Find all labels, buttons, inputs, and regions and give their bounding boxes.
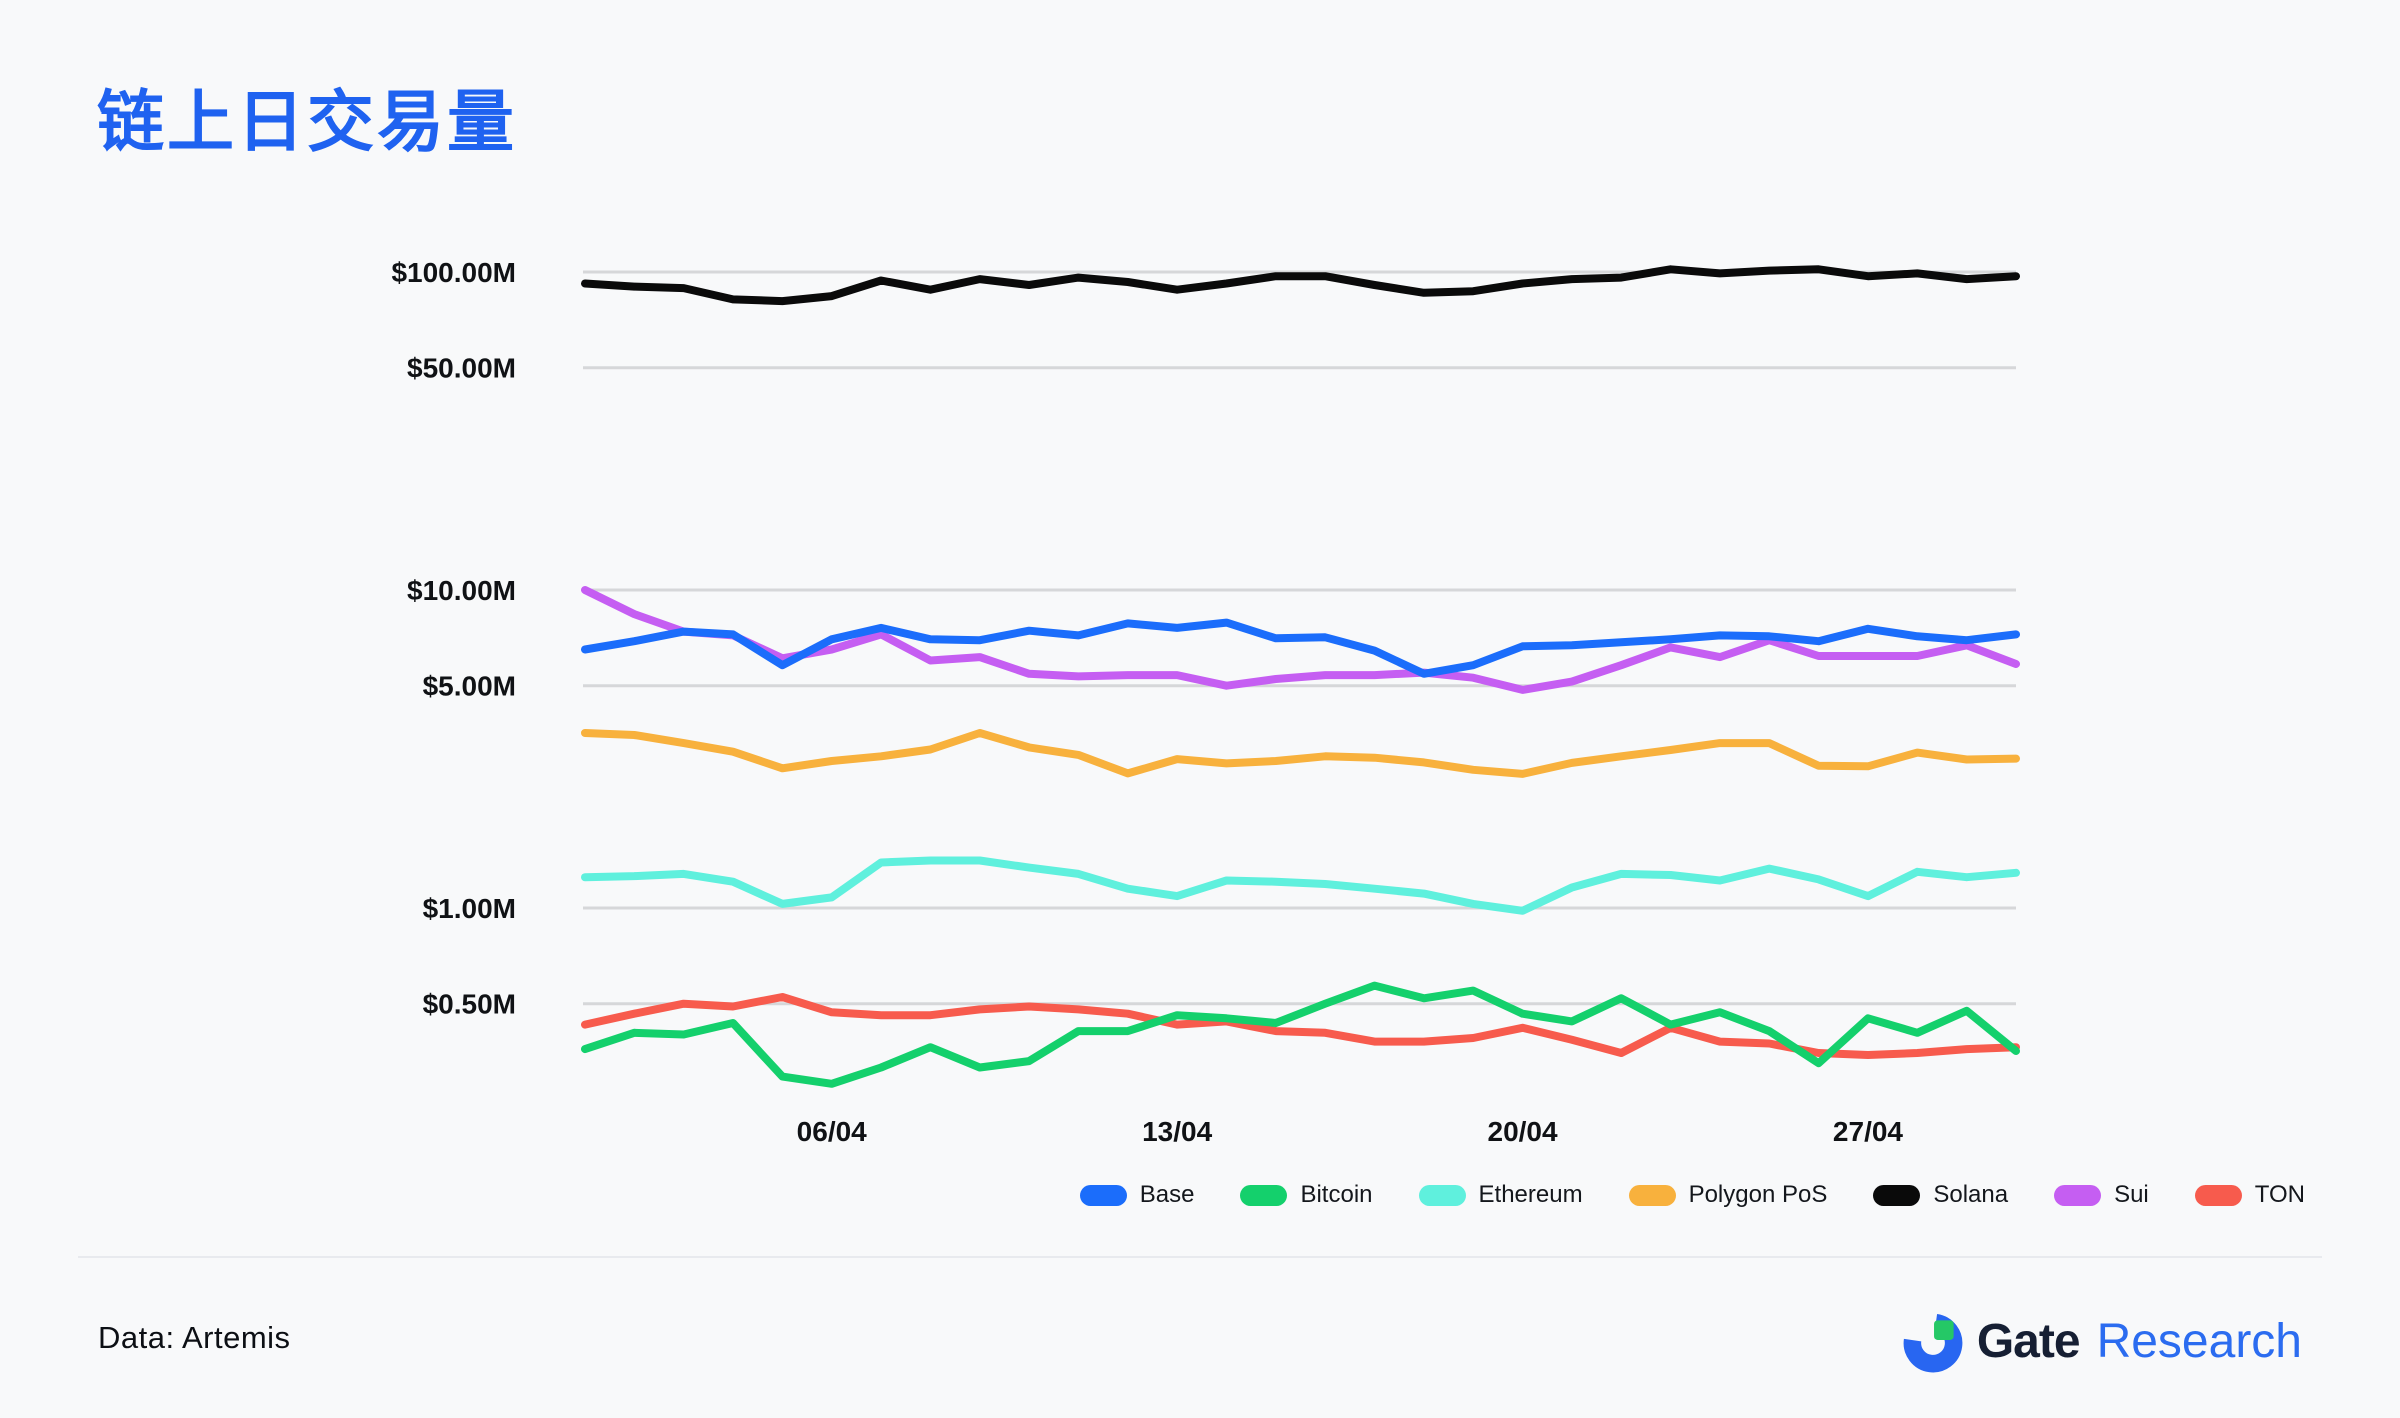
series-line-Ethereum [581,856,2020,915]
legend-label-Polygon PoS: Polygon PoS [1688,1181,1828,1208]
x-axis-label-27/04: 27/04 [1833,1116,1903,1147]
brand-research-text: Research [2096,1314,2302,1368]
x-axis-label-06/04: 06/04 [797,1116,867,1147]
y-axis-label-$100.00M: $100.00M [391,257,516,288]
series-line-Bitcoin [581,981,2020,1088]
legend-item-Bitcoin: Bitcoin [1240,1181,1373,1209]
chart-canvas: $100.00M $50.00M $10.00M $5.00M $1.00M $0.50M… [391,257,2020,1147]
series-line-Base [581,618,2020,678]
x-axis-label-20/04: 20/04 [1488,1116,1558,1147]
series-line-Polygon PoS [581,729,2020,778]
brand-footer: Gate Research [1900,1305,2302,1377]
y-axis-label-$0.50M: $0.50M [423,989,516,1020]
daily-onchain-volume-chart: $100.00M $50.00M $10.00M $5.00M $1.00M $0.50M… [391,257,2020,1147]
series-line-TON [581,993,2020,1059]
legend-label-Solana: Solana [1933,1181,2009,1208]
chart-legend: Base Bitcoin Ethereum Polygon PoS Solana Sui T… [1079,1181,2305,1209]
legend-label-Ethereum: Ethereum [1478,1181,1583,1208]
series-line-Solana [581,265,2020,306]
y-axis-label-$10.00M: $10.00M [407,575,516,606]
legend-item-Base: Base [1079,1181,1195,1209]
y-axis-label-$50.00M: $50.00M [407,353,516,384]
legend-swatch-Solana [1873,1184,1921,1206]
legend-item-Ethereum: Ethereum [1418,1181,1583,1209]
data-source-label: Data: Artemis [98,1320,291,1355]
legend-label-Sui: Sui [2114,1181,2149,1208]
legend-swatch-TON [2194,1184,2242,1206]
legend-swatch-Sui [2054,1184,2102,1206]
legend-swatch-Base [1079,1184,1127,1206]
legend-label-Bitcoin: Bitcoin [1300,1181,1373,1208]
page-title: 链上日交易量 [97,85,517,160]
legend-swatch-Bitcoin [1240,1184,1288,1206]
y-axis-label-$5.00M: $5.00M [423,671,516,702]
series-line-Sui [581,586,2020,694]
brand-gate-text: Gate [1976,1314,2081,1368]
footer-divider [78,1256,2322,1258]
legend-item-TON: TON [2194,1181,2305,1209]
gate-logo-icon [1903,1313,1963,1373]
legend-label-TON: TON [2254,1181,2305,1208]
legend-swatch-Polygon PoS [1628,1184,1676,1206]
legend-label-Base: Base [1139,1181,1195,1208]
legend-item-Polygon PoS: Polygon PoS [1628,1181,1828,1209]
legend-swatch-Ethereum [1418,1184,1466,1206]
x-axis-label-13/04: 13/04 [1142,1116,1212,1147]
legend-item-Solana: Solana [1873,1181,2008,1209]
y-axis-label-$1.00M: $1.00M [423,893,516,924]
legend-item-Sui: Sui [2054,1181,2149,1209]
